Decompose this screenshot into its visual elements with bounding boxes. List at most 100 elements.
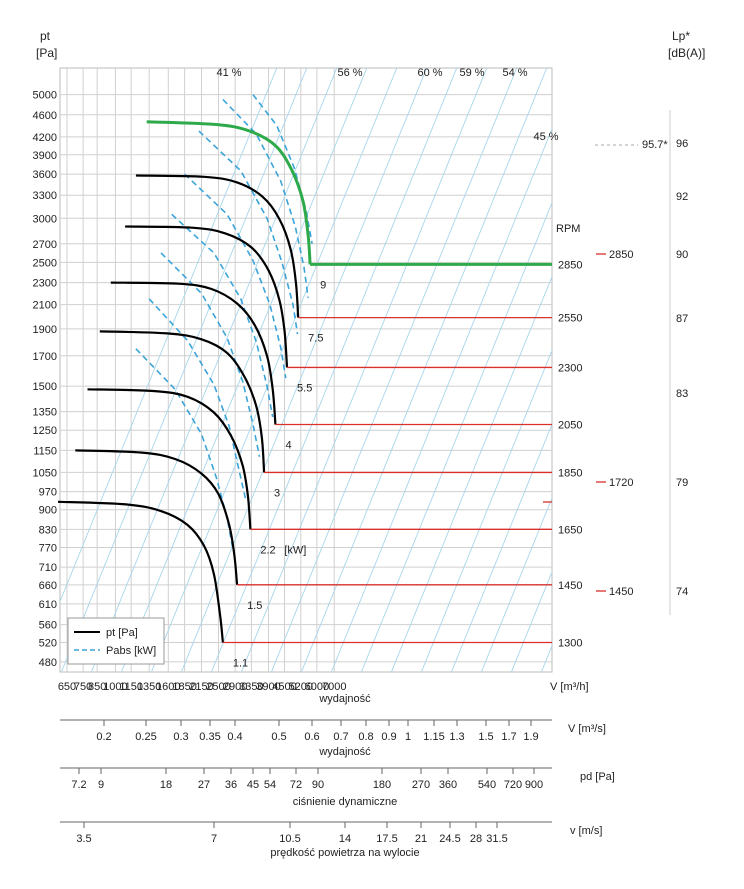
legend-box	[67, 617, 165, 665]
pd-title: ciśnienie dynamiczne	[293, 796, 398, 808]
x-tick-label: 1850	[172, 681, 196, 693]
v-tick-label: 14	[339, 833, 351, 845]
y-tick-label: 1900	[33, 324, 57, 336]
flow-tick-label: 0.3	[173, 731, 188, 743]
pabs-curve	[160, 252, 261, 457]
v-unit-label: v [m/s]	[570, 825, 602, 837]
y-tick-label: 520	[39, 638, 57, 650]
x-tick-label: 2900	[223, 681, 247, 693]
rpm-value-label: 1850	[558, 467, 582, 479]
rpm-value-label: 1450	[558, 580, 582, 592]
x-axis-title: wydajność	[318, 693, 371, 705]
spl-peak-label: 95.7*	[642, 139, 668, 151]
pd-tick-label: 45	[247, 779, 259, 791]
power-label: 3	[274, 487, 280, 499]
x-tick-label: 850	[88, 681, 106, 693]
efficiency-line	[270, 68, 518, 672]
y-tick-label: 2700	[33, 239, 57, 251]
v-tick-label: 31.5	[486, 833, 507, 845]
y-axis-title-line1: pt	[40, 29, 51, 43]
flow-title: wydajność	[318, 746, 371, 758]
pd-tick-label: 360	[439, 779, 457, 791]
y-tick-label: 900	[39, 505, 57, 517]
y-tick-label: 830	[39, 524, 57, 536]
vertical-gridlines	[66, 68, 335, 672]
x-tick-label: 7000	[322, 681, 346, 693]
x-tick-label: 1350	[137, 681, 161, 693]
pt-curve	[57, 500, 224, 643]
v-tick-label: 7	[211, 833, 217, 845]
y-tick-label: 1150	[33, 445, 57, 457]
lp-axis-title-line1: Lp*	[672, 29, 690, 43]
y-tick-label: 1350	[33, 407, 57, 419]
y-tick-label: 1700	[33, 351, 57, 363]
x-tick-label: 1600	[156, 681, 180, 693]
x-tick-label: 3900	[256, 681, 280, 693]
efficiency-line	[360, 201, 552, 672]
x-tick-label: 750	[74, 681, 92, 693]
v-tick-label: 21	[415, 833, 427, 845]
y-tick-label: 2500	[33, 257, 57, 269]
x-axis-unit-label: V [m³/h]	[550, 681, 589, 693]
y-tick-label: 770	[39, 542, 57, 554]
x-tick-label: 6000	[305, 681, 329, 693]
y-tick-label: 1500	[33, 381, 57, 393]
y-tick-label: 1250	[33, 425, 57, 437]
legend: pt [Pa] Pabs [kW]	[67, 617, 165, 665]
pd-tick-label: 90	[312, 779, 324, 791]
v-tick-label: 3.5	[76, 833, 91, 845]
y-tick-label: 5000	[33, 90, 57, 102]
pd-tick-label: 7.2	[71, 779, 86, 791]
efficiency-line	[510, 570, 552, 672]
v-title: prędkość powietrza na wylocie	[270, 847, 419, 859]
rpm-value-label: 1650	[558, 524, 582, 536]
y-tick-label: 3300	[33, 190, 57, 202]
flow-tick-label: 0.7	[333, 731, 348, 743]
y-axis-tick-labels: 480 520 560 610 660 710 770 830 900 970 1050 1150 12…	[33, 90, 57, 669]
lp-tick-label: 92	[676, 191, 688, 203]
x-tick-label: 650	[58, 681, 76, 693]
rpm-value-label: 2300	[558, 362, 582, 374]
efficiency-label: 45 %	[533, 131, 558, 143]
y-tick-label: 4200	[33, 132, 57, 144]
v-tick-label: 17.5	[376, 833, 397, 845]
power-label: 2.2	[260, 544, 275, 556]
efficiency-line	[450, 423, 552, 672]
flow-tick-label: 0.4	[227, 731, 242, 743]
legend-pabs-label: Pabs [kW]	[106, 645, 156, 657]
pabs-curve	[222, 98, 309, 298]
power-unit-label: [kW]	[284, 544, 306, 556]
flow-tick-label: 1.3	[449, 731, 464, 743]
rpm-value-label: 2050	[558, 419, 582, 431]
power-label: 9	[320, 279, 326, 291]
y-axis-title-line2: [Pa]	[36, 46, 57, 60]
efficiency-line	[90, 68, 338, 672]
v-tick-label: 24.5	[439, 833, 460, 845]
flow-tick-label: 0.9	[381, 731, 396, 743]
spl-rpm-label: 2850	[609, 249, 633, 261]
pd-tick-label: 27	[198, 779, 210, 791]
pd-tick-label: 900	[525, 779, 543, 791]
y-tick-label: 3900	[33, 150, 57, 162]
pt-curve	[135, 174, 300, 318]
lp-tick-label: 74	[676, 586, 688, 598]
v-tick-label: 10.5	[279, 833, 300, 845]
v-tick-label: 28	[470, 833, 482, 845]
pabs-curve	[198, 130, 299, 335]
pd-tick-label: 540	[478, 779, 496, 791]
lp-tick-label: 83	[676, 388, 688, 400]
efficiency-line	[60, 68, 308, 672]
rpm-value-label: 1300	[558, 638, 582, 650]
pd-tick-label: 720	[504, 779, 522, 791]
pt-curve	[146, 120, 312, 265]
pt-curve	[125, 225, 289, 368]
y-tick-label: 660	[39, 580, 57, 592]
pt-curve	[99, 330, 266, 473]
pd-unit-label: pd [Pa]	[580, 771, 615, 783]
spl-rpm-label: 1450	[609, 586, 633, 598]
flow-unit-label: V [m³/s]	[568, 723, 606, 735]
y-tick-label: 710	[39, 562, 57, 574]
lp-axis-title-line2: [dB(A)]	[668, 46, 705, 60]
flow-tick-label: 1.9	[523, 731, 538, 743]
y-tick-label: 480	[39, 657, 57, 669]
